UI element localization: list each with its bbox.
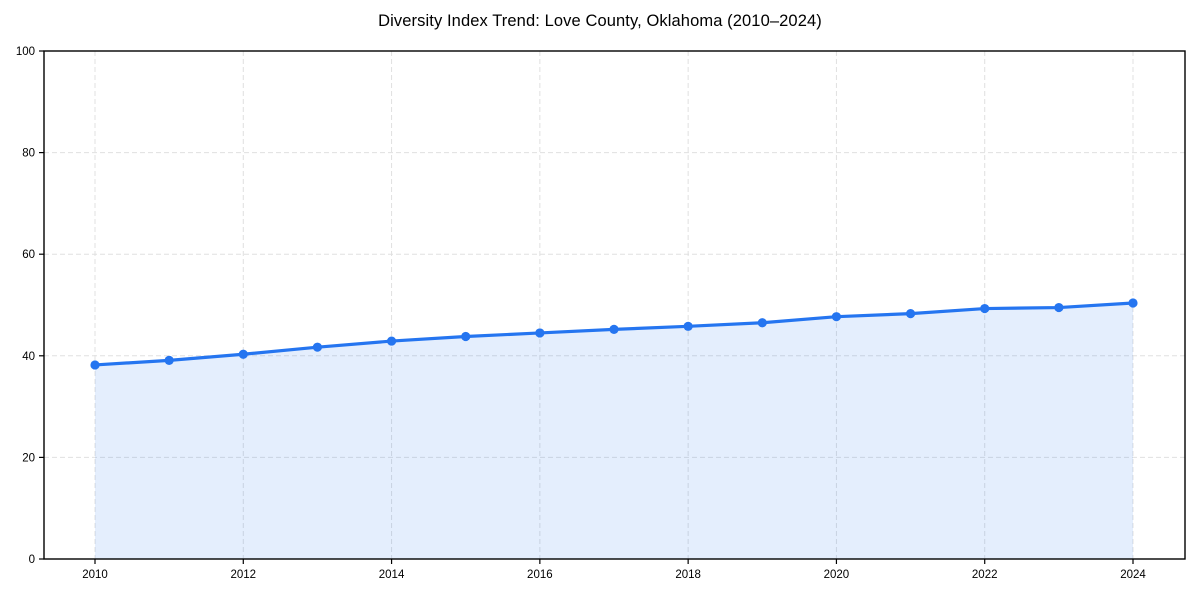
data-point-2023 — [1054, 302, 1064, 313]
x-tick-label: 2018 — [675, 569, 701, 581]
x-tick-label: 2016 — [527, 569, 553, 581]
data-point-2011 — [164, 355, 174, 365]
data-point-2010 — [90, 360, 100, 370]
plot-frame — [43, 50, 1186, 560]
x-tick-label: 2022 — [972, 569, 998, 581]
y-tick-label: 100 — [16, 46, 35, 58]
data-point-2021 — [905, 309, 916, 319]
data-point-2013 — [312, 342, 323, 352]
y-tick-label: 20 — [22, 452, 35, 464]
data-point-2017 — [609, 324, 619, 334]
area-fill — [95, 302, 1133, 559]
chart-title: Diversity Index Trend: Love County, Okla… — [378, 12, 822, 30]
data-point-2024 — [1128, 298, 1138, 308]
y-tick-label: 60 — [22, 249, 35, 261]
x-tick-label: 2024 — [1120, 569, 1146, 581]
data-point-2018 — [683, 321, 693, 331]
plot-area-background — [44, 51, 1185, 559]
data-point-2022 — [980, 303, 990, 314]
data-point-2020 — [831, 312, 842, 322]
x-tick-label: 2012 — [230, 569, 256, 581]
x-tick-label: 2014 — [379, 569, 405, 581]
data-point-2019 — [757, 318, 767, 328]
y-tick-label: 80 — [22, 148, 35, 160]
data-point-2015 — [461, 331, 471, 342]
x-tick-label: 2010 — [82, 569, 108, 581]
y-tick-label: 0 — [29, 554, 35, 566]
data-point-2012 — [238, 349, 248, 359]
data-point-2014 — [386, 336, 397, 346]
data-point-2016 — [535, 328, 545, 338]
x-tick-label: 2020 — [824, 569, 850, 581]
y-tick-label: 40 — [22, 351, 35, 363]
